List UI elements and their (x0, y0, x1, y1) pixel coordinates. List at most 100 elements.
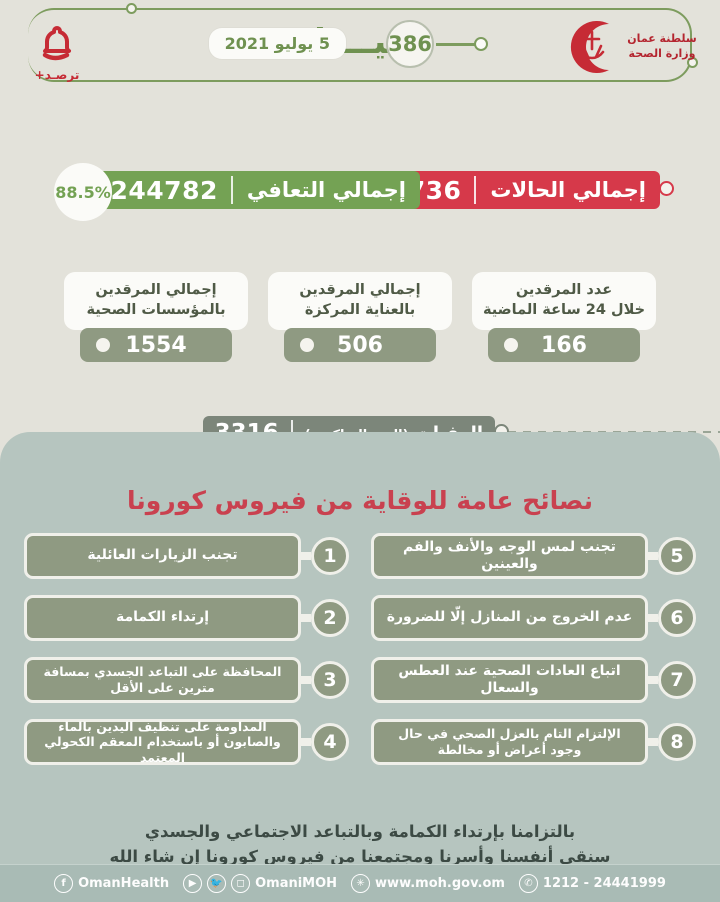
tip-number: 5 (658, 537, 696, 575)
tip-connector (648, 676, 658, 684)
tip-connector (301, 738, 311, 746)
prevention-tip: 1 تجنب الزيارات العائلية (24, 530, 349, 582)
twitter-icon[interactable]: 🐦 (207, 873, 227, 893)
hospitalization-card: عدد المرقدين خلال 24 ساعة الماضية 166 (472, 272, 656, 363)
recovery-percent-badge: 88.5% (54, 163, 112, 221)
statement-number-badge: 386 (386, 20, 434, 68)
prevention-tip: 4 المداومة على تنظيف اليدين بالماء والصا… (24, 716, 349, 768)
header-frame-outline (28, 8, 692, 82)
card-knob (96, 338, 110, 353)
tip-number: 3 (311, 661, 349, 699)
ministry-line-2: وزارة الصحة (628, 47, 696, 60)
header-connector-line (436, 43, 480, 46)
card-label-line-2: بالعناية المركزة (304, 301, 416, 318)
prevention-tip: 8 الإلتزام التام بالعزل الصحي في حال وجو… (371, 716, 696, 768)
cases-marker-dot (659, 181, 674, 196)
totals-section: إجمالي الحالات 276736 إجمالي التعافي 244… (0, 163, 720, 225)
hospitalization-card-value: 1554 (80, 328, 232, 363)
phone-group[interactable]: ✆ 1212 - 24441999 (518, 873, 666, 893)
tip-connector (648, 614, 658, 622)
hospitalization-card-label: عدد المرقدين خلال 24 ساعة الماضية (472, 272, 656, 331)
header-connector-dot (474, 37, 488, 51)
prevention-tip: 7 اتباع العادات الصحية عند العطس والسعال (371, 654, 696, 706)
cases-divider (474, 176, 477, 204)
hospitalization-card-value: 166 (488, 328, 640, 363)
tip-number: 1 (311, 537, 349, 575)
total-cases-label: إجمالي الحالات (490, 178, 646, 202)
tip-text: عدم الخروج من المنازل إلّا للضرورة (371, 595, 648, 641)
card-knob (300, 338, 314, 353)
ministry-line-1: سلطنة عمان (627, 32, 697, 46)
moh-oman-logo: سلطنة عمان وزارة الصحة (554, 12, 704, 82)
tip-text: إرتداء الكمامة (24, 595, 301, 641)
tip-number: 8 (658, 723, 696, 761)
hospitalization-card: إجمالي المرقدين بالعناية المركزة 506 (268, 272, 452, 363)
total-recovered-label: إجمالي التعافي (246, 178, 406, 202)
ministry-name: سلطنة عمان وزارة الصحة (627, 32, 697, 62)
card-label-line-1: إجمالي المرقدين (299, 282, 421, 298)
tip-connector (648, 738, 658, 746)
closing-message: بالتزامنا بإرتداء الكمامة وبالتباعد الاج… (0, 820, 720, 870)
card-value-text: 1554 (125, 332, 187, 358)
card-value-text: 506 (337, 332, 383, 358)
tip-number: 4 (311, 723, 349, 761)
prevention-section: نصائح عامة للوقاية من فيروس كورونا 5 تجن… (0, 432, 720, 902)
tip-text: تجنب لمس الوجه والأنف والفم والعينين (371, 533, 648, 579)
tip-number: 6 (658, 599, 696, 637)
website-url: www.moh.gov.om (375, 875, 505, 891)
tip-text: اتباع العادات الصحية عند العطس والسعال (371, 657, 648, 703)
header-bar: سلطنة عمان وزارة الصحة بيــــان 386 5 يو… (0, 0, 720, 100)
facebook-group[interactable]: f OmanHealth (54, 873, 170, 893)
bell-icon (42, 25, 71, 60)
footer-divider (0, 864, 720, 865)
phone-icon[interactable]: ✆ (518, 873, 538, 893)
tip-number: 7 (658, 661, 696, 699)
social-footer: f OmanHealth ▶ 🐦 ◻ OmaniMOH ✳ www.moh.go… (0, 864, 720, 902)
tip-connector (301, 614, 311, 622)
card-label-line-2: خلال 24 ساعة الماضية (482, 301, 646, 318)
tip-text: تجنب الزيارات العائلية (24, 533, 301, 579)
hospitalization-card: إجمالي المرقدين بالمؤسسات الصحية 1554 (64, 272, 248, 363)
card-label-line-1: عدد المرقدين (515, 282, 613, 298)
tip-connector (648, 552, 658, 560)
prevention-tips-grid: 5 تجنب لمس الوجه والأنف والفم والعينين 1… (24, 530, 696, 768)
recovered-divider (230, 176, 233, 204)
hospitalization-card-label: إجمالي المرقدين بالمؤسسات الصحية (64, 272, 248, 331)
prevention-tip: 5 تجنب لمس الوجه والأنف والفم والعينين (371, 530, 696, 582)
tip-connector (301, 676, 311, 684)
statement-date: 5 يوليو 2021 (208, 28, 346, 59)
facebook-handle: OmanHealth (78, 875, 170, 891)
website-group[interactable]: ✳ www.moh.gov.om (351, 873, 505, 893)
total-recovered-pill: إجمالي التعافي 244782 (97, 171, 420, 209)
card-label-line-1: إجمالي المرقدين (95, 282, 217, 298)
tarassud-logo: ترصـد+ (20, 14, 94, 88)
youtube-icon[interactable]: ▶ (183, 873, 203, 893)
prevention-tip: 6 عدم الخروج من المنازل إلّا للضرورة (371, 592, 696, 644)
header-frame-dot-right (687, 57, 698, 68)
phone-number: 1212 - 24441999 (542, 875, 666, 891)
tip-number: 2 (311, 599, 349, 637)
tip-text: المداومة على تنظيف اليدين بالماء والصابو… (24, 719, 301, 765)
globe-icon[interactable]: ✳ (351, 873, 371, 893)
closing-line-1: بالتزامنا بإرتداء الكمامة وبالتباعد الاج… (144, 822, 576, 841)
hospitalization-section: عدد المرقدين خلال 24 ساعة الماضية 166 إج… (0, 272, 720, 372)
instagram-icon[interactable]: ◻ (231, 873, 251, 893)
tip-text: المحافظة على التباعد الجسدي بمسافة مترين… (24, 657, 301, 703)
closing-line-2: سنقي أنفسنا وأسرنا ومجتمعنا من فيروس كور… (109, 846, 611, 866)
card-knob (504, 338, 518, 353)
hospitalization-card-label: إجمالي المرقدين بالعناية المركزة (268, 272, 452, 331)
hospitalization-card-value: 506 (284, 328, 436, 363)
prevention-title: نصائح عامة للوقاية من فيروس كورونا (126, 486, 594, 515)
moh-handle: OmaniMOH (255, 875, 338, 891)
moh-handles-group[interactable]: ▶ 🐦 ◻ OmaniMOH (183, 873, 338, 893)
tip-connector (301, 552, 311, 560)
facebook-icon[interactable]: f (54, 873, 74, 893)
tarassud-label: ترصـد+ (34, 67, 80, 82)
header-frame-dot-left (126, 3, 137, 14)
card-label-line-2: بالمؤسسات الصحية (86, 301, 226, 318)
card-value-text: 166 (541, 332, 587, 358)
prevention-tip: 2 إرتداء الكمامة (24, 592, 349, 644)
total-recovered-value: 244782 (110, 175, 218, 205)
tip-text: الإلتزام التام بالعزل الصحي في حال وجود … (371, 719, 648, 765)
prevention-tip: 3 المحافظة على التباعد الجسدي بمسافة متر… (24, 654, 349, 706)
